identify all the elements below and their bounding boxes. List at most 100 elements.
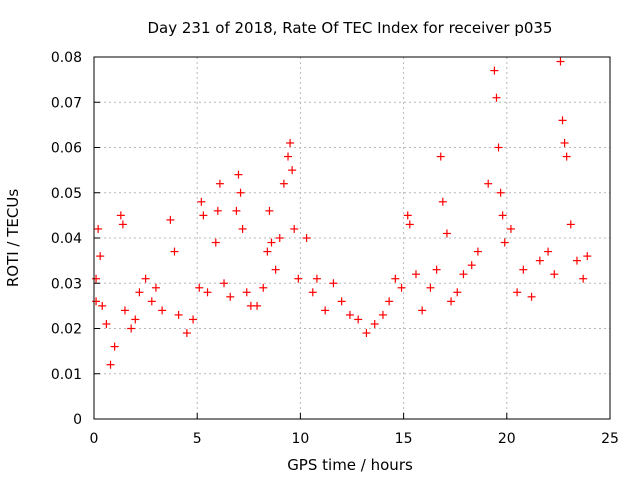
data-point-plus-marker <box>490 66 499 75</box>
data-point-plus-marker <box>286 138 295 147</box>
data-point-plus-marker <box>345 310 354 319</box>
data-point-plus-marker <box>290 224 299 233</box>
data-point-plus-marker <box>378 310 387 319</box>
data-point-plus-marker <box>302 234 311 242</box>
data-points-layer <box>92 57 592 369</box>
data-point-plus-marker <box>242 288 251 297</box>
data-point-plus-marker <box>265 206 274 215</box>
data-point-plus-marker <box>513 288 522 297</box>
data-point-plus-marker <box>211 238 220 247</box>
data-point-plus-marker <box>120 306 129 315</box>
data-point-plus-marker <box>436 152 445 161</box>
data-point-plus-marker <box>288 166 297 175</box>
data-point-plus-marker <box>494 143 503 152</box>
data-point-plus-marker <box>556 57 565 66</box>
data-point-plus-marker <box>329 279 338 288</box>
data-point-plus-marker <box>484 179 493 188</box>
data-point-plus-marker <box>118 220 127 229</box>
data-point-plus-marker <box>232 206 241 215</box>
data-point-plus-marker <box>442 229 451 238</box>
data-point-plus-marker <box>492 93 501 102</box>
data-point-plus-marker <box>527 292 536 301</box>
data-point-plus-marker <box>106 360 115 369</box>
data-point-plus-marker <box>166 215 175 224</box>
data-point-plus-marker <box>96 252 105 261</box>
data-point-plus-marker <box>271 265 280 274</box>
y-tick-label: 0.05 <box>51 186 82 202</box>
data-point-plus-marker <box>411 270 420 279</box>
data-point-plus-marker <box>370 319 379 328</box>
data-point-plus-marker <box>385 297 394 306</box>
y-tick-label: 0.07 <box>51 95 82 111</box>
data-point-plus-marker <box>550 270 559 279</box>
data-point-plus-marker <box>337 297 346 306</box>
data-point-plus-marker <box>127 324 136 333</box>
data-point-plus-marker <box>560 138 569 147</box>
data-point-plus-marker <box>308 288 317 297</box>
data-point-plus-marker <box>110 342 119 351</box>
data-point-plus-marker <box>182 329 191 338</box>
data-point-plus-marker <box>321 306 330 315</box>
data-point-plus-marker <box>98 301 107 310</box>
data-point-plus-marker <box>116 211 125 220</box>
data-point-plus-marker <box>572 256 581 265</box>
y-axis-label: ROTI / TECUs <box>4 189 22 287</box>
data-point-plus-marker <box>94 224 103 233</box>
data-point-plus-marker <box>226 292 235 301</box>
data-point-plus-marker <box>500 238 509 247</box>
data-point-plus-marker <box>141 274 150 283</box>
data-point-plus-marker <box>579 274 588 283</box>
data-point-plus-marker <box>199 211 208 220</box>
data-point-plus-marker <box>391 274 400 283</box>
data-point-plus-marker <box>312 274 321 283</box>
data-point-plus-marker <box>267 238 276 247</box>
data-point-plus-marker <box>405 220 414 229</box>
y-tick-label: 0.02 <box>51 322 82 338</box>
data-point-plus-marker <box>403 211 412 220</box>
data-point-plus-marker <box>284 152 293 161</box>
data-point-plus-marker <box>220 279 229 288</box>
y-tick-label: 0.08 <box>51 50 82 66</box>
data-point-plus-marker <box>195 283 204 292</box>
axis-layer: 0 5 10 15 20 25 0 0.01 0.02 0.03 0.04 0.05 0.06 0.07 0… <box>51 50 619 447</box>
data-point-plus-marker <box>506 224 515 233</box>
data-point-plus-marker <box>583 252 592 261</box>
data-point-plus-marker <box>215 179 224 188</box>
x-tick-label: 15 <box>395 431 413 447</box>
data-point-plus-marker <box>236 188 245 197</box>
data-point-plus-marker <box>158 306 167 315</box>
data-point-plus-marker <box>432 265 441 274</box>
data-point-plus-marker <box>438 197 447 206</box>
data-point-plus-marker <box>131 315 140 324</box>
data-point-plus-marker <box>418 306 427 315</box>
data-point-plus-marker <box>496 188 505 197</box>
data-point-plus-marker <box>174 310 183 319</box>
y-tick-label: 0.03 <box>51 276 82 292</box>
data-point-plus-marker <box>362 329 371 338</box>
data-point-plus-marker <box>558 116 567 125</box>
data-point-plus-marker <box>234 170 243 179</box>
x-tick-label: 10 <box>291 431 309 447</box>
data-point-plus-marker <box>259 283 268 292</box>
y-tick-label: 0.04 <box>51 231 82 247</box>
x-tick-label: 25 <box>601 431 619 447</box>
chart-title: Day 231 of 2018, Rate Of TEC Index for r… <box>148 19 553 37</box>
data-point-plus-marker <box>253 301 262 310</box>
data-point-plus-marker <box>279 179 288 188</box>
data-point-plus-marker <box>354 315 363 324</box>
y-tick-label: 0.01 <box>51 367 82 383</box>
x-tick-label: 0 <box>90 431 99 447</box>
x-axis-label: GPS time / hours <box>287 456 413 474</box>
data-point-plus-marker <box>544 247 553 256</box>
data-point-plus-marker <box>447 297 456 306</box>
data-point-plus-marker <box>275 234 284 242</box>
data-point-plus-marker <box>426 283 435 292</box>
data-point-plus-marker <box>453 288 462 297</box>
data-point-plus-marker <box>203 288 212 297</box>
data-point-plus-marker <box>92 297 101 306</box>
data-point-plus-marker <box>397 283 406 292</box>
data-point-plus-marker <box>151 283 160 292</box>
